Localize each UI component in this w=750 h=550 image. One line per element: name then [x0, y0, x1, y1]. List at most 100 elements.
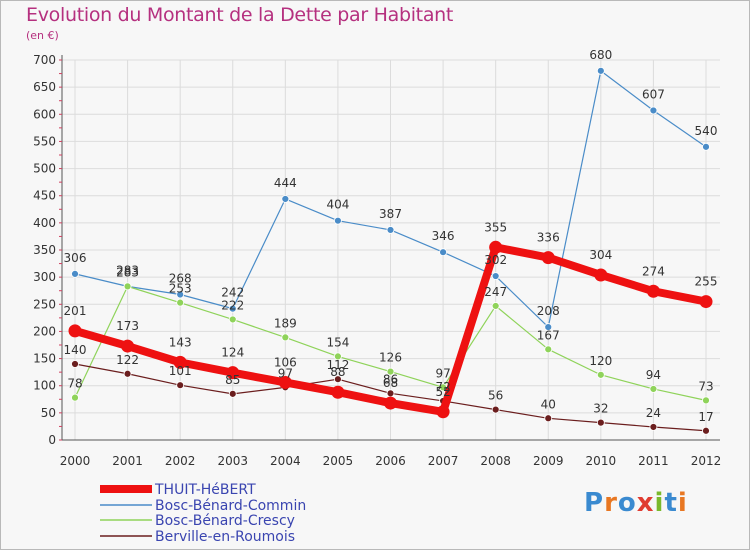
data-point	[71, 360, 79, 368]
chart-title: Evolution du Montant de la Dette par Hab…	[26, 4, 454, 26]
proxiti-logo: Proxiti	[584, 488, 688, 518]
data-point	[123, 282, 132, 291]
x-tick-label: 2002	[165, 454, 196, 468]
data-label: 68	[383, 376, 398, 390]
legend: THUIT-HéBERTBosc-Bénard-ComminBosc-Bénar…	[100, 482, 306, 545]
data-label: 56	[488, 389, 503, 403]
data-label: 88	[330, 365, 345, 379]
x-tick-label: 2008	[480, 454, 511, 468]
data-point	[228, 389, 237, 398]
data-label: 24	[646, 406, 661, 420]
x-tick-label: 2003	[217, 454, 248, 468]
data-point	[596, 66, 605, 75]
data-label: 302	[484, 253, 507, 267]
data-label: 94	[646, 368, 661, 382]
data-point	[646, 284, 660, 298]
y-tick-label: 300	[33, 270, 56, 284]
data-label: 78	[67, 377, 82, 391]
data-label: 387	[379, 207, 402, 221]
data-point	[334, 375, 342, 384]
legend-label: Berville-en-Roumois	[155, 529, 295, 545]
data-point	[176, 298, 185, 307]
data-label: 167	[537, 328, 560, 342]
data-label: 143	[169, 335, 192, 349]
data-point	[176, 290, 185, 299]
data-label: 140	[64, 343, 87, 357]
data-point	[123, 369, 132, 378]
y-tick-label: 600	[33, 107, 56, 121]
data-point	[489, 240, 503, 254]
data-label: 680	[589, 48, 612, 62]
data-point	[386, 226, 395, 234]
data-label: 32	[593, 402, 608, 416]
data-point	[436, 405, 450, 419]
data-point	[702, 426, 710, 435]
data-point	[702, 396, 710, 405]
chart-subtitle: (en €)	[26, 29, 59, 42]
data-label: 540	[695, 124, 718, 138]
data-label: 222	[221, 298, 244, 312]
data-label: 274	[642, 264, 665, 278]
data-label: 306	[64, 251, 87, 265]
x-tick-label: 2011	[638, 454, 669, 468]
x-tick-label: 2004	[270, 454, 301, 468]
data-point	[699, 295, 713, 309]
data-point	[596, 370, 605, 379]
legend-label: THUIT-HéBERT	[154, 482, 256, 498]
logo-letter: P	[584, 488, 605, 518]
data-label: 126	[379, 351, 402, 365]
y-tick-label: 250	[33, 297, 56, 311]
data-point	[544, 323, 553, 331]
data-point	[281, 195, 290, 203]
data-label: 355	[484, 220, 507, 234]
y-tick-label: 150	[33, 352, 56, 366]
data-label: 208	[537, 304, 560, 318]
data-point	[439, 248, 447, 257]
y-tick-label: 500	[33, 162, 56, 176]
data-label: 73	[698, 379, 713, 393]
data-label: 247	[484, 285, 507, 299]
data-point	[228, 315, 237, 324]
logo-letter: r	[604, 488, 618, 518]
y-tick-label: 50	[41, 406, 56, 420]
y-tick-label: 0	[48, 433, 56, 447]
data-point	[596, 418, 605, 427]
data-label: 242	[221, 286, 244, 300]
data-point	[281, 333, 290, 342]
x-tick-label: 2000	[60, 454, 91, 468]
data-point	[649, 423, 658, 431]
logo-letter: i	[677, 488, 688, 518]
x-tick-label: 2006	[375, 454, 406, 468]
data-point	[226, 366, 240, 380]
data-point	[386, 389, 395, 398]
data-point	[228, 304, 237, 313]
data-label: 253	[169, 282, 192, 296]
x-tick-label: 2010	[586, 454, 617, 468]
data-label: 124	[221, 346, 244, 360]
data-label: 85	[225, 373, 240, 387]
data-point	[71, 269, 79, 278]
series-layer	[68, 66, 713, 435]
data-point	[544, 345, 553, 354]
data-label: 120	[589, 354, 612, 368]
x-tick-label: 2012	[691, 454, 722, 468]
data-label: 404	[326, 198, 349, 212]
data-point	[173, 355, 187, 369]
data-label: 336	[537, 231, 560, 245]
data-label: 154	[326, 335, 349, 349]
legend-label: Bosc-Bénard-Crescy	[155, 513, 295, 529]
data-label: 101	[169, 364, 192, 378]
logo-letter: x	[636, 488, 655, 518]
data-point	[702, 142, 710, 151]
data-point	[386, 367, 395, 376]
y-tick-label: 550	[33, 134, 56, 148]
data-point	[544, 414, 553, 423]
data-point	[491, 405, 500, 414]
y-tick-label: 400	[33, 216, 56, 230]
x-tick-label: 2005	[323, 454, 354, 468]
data-label: 255	[695, 275, 718, 289]
data-label: 189	[274, 316, 297, 330]
data-label: 97	[278, 366, 293, 380]
data-label: 444	[274, 176, 297, 190]
